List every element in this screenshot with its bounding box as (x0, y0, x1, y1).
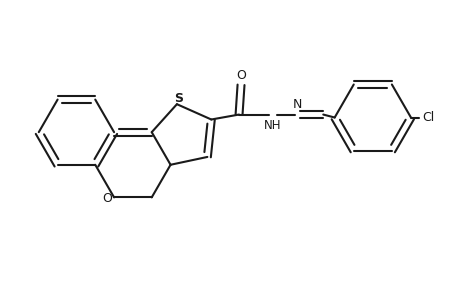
Text: O: O (235, 69, 246, 82)
Text: NH: NH (263, 119, 281, 132)
Text: S: S (174, 92, 183, 105)
Text: Cl: Cl (422, 111, 434, 124)
Text: O: O (102, 192, 112, 205)
Text: N: N (292, 98, 302, 111)
